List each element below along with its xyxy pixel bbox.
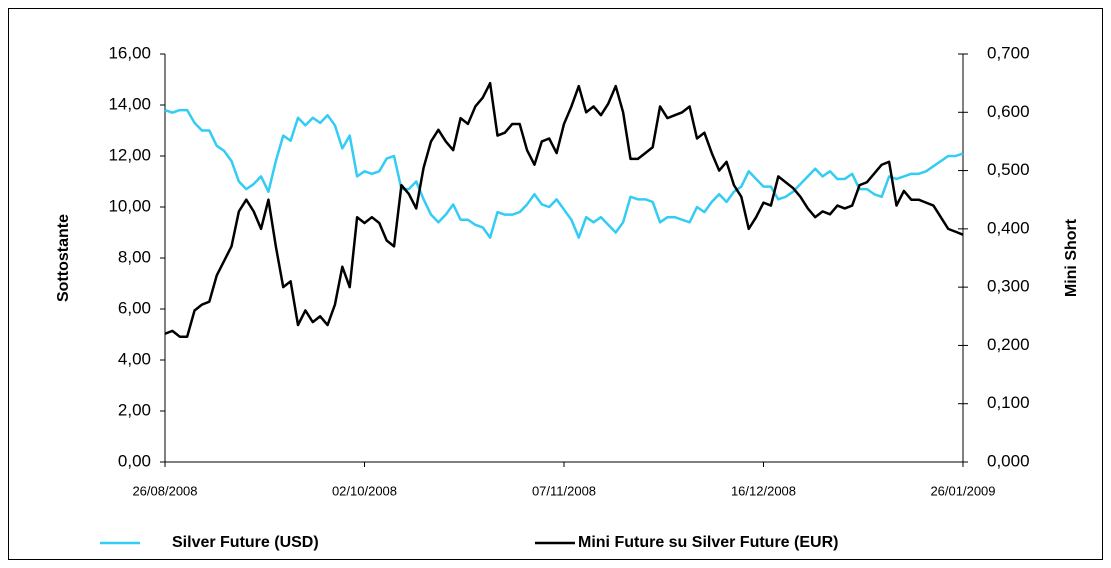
y-tick-label: 4,00 <box>118 349 151 368</box>
y-tick-label: 0,00 <box>118 451 151 470</box>
x-tick-label: 26/08/2008 <box>132 483 197 498</box>
y-tick-label: 14,00 <box>108 94 151 113</box>
x-tick-label: 07/11/2008 <box>532 483 596 498</box>
y2-tick-label: 0,700 <box>987 43 1030 62</box>
y2-tick-label: 0,400 <box>987 218 1030 237</box>
y2-tick-label: 0,200 <box>987 335 1030 354</box>
y-tick-label: 12,00 <box>108 145 151 164</box>
series-line <box>164 81 964 338</box>
chart-border <box>8 8 1103 560</box>
series-line <box>164 108 964 239</box>
legend-label: Mini Future su Silver Future (EUR) <box>578 534 838 551</box>
y-tick-label: 10,00 <box>108 196 151 215</box>
x-tick-label: 26/01/2009 <box>930 483 995 498</box>
x-tick-label: 02/10/2008 <box>332 483 397 498</box>
y-tick-label: 8,00 <box>118 247 151 266</box>
y2-tick-label: 0,600 <box>987 102 1030 121</box>
y2-tick-label: 0,000 <box>987 451 1030 470</box>
y-tick-label: 6,00 <box>118 298 151 317</box>
y-tick-label: 16,00 <box>108 43 151 62</box>
y2-axis-title: Mini Short <box>1063 218 1080 297</box>
y-axis-title: Sottostante <box>55 214 72 302</box>
y2-tick-label: 0,500 <box>987 160 1030 179</box>
legend-label: Silver Future (USD) <box>172 534 319 551</box>
y-tick-label: 2,00 <box>118 400 151 419</box>
y2-tick-label: 0,300 <box>987 277 1030 296</box>
y2-tick-label: 0,100 <box>987 393 1030 412</box>
x-tick-label: 16/12/2008 <box>731 483 796 498</box>
